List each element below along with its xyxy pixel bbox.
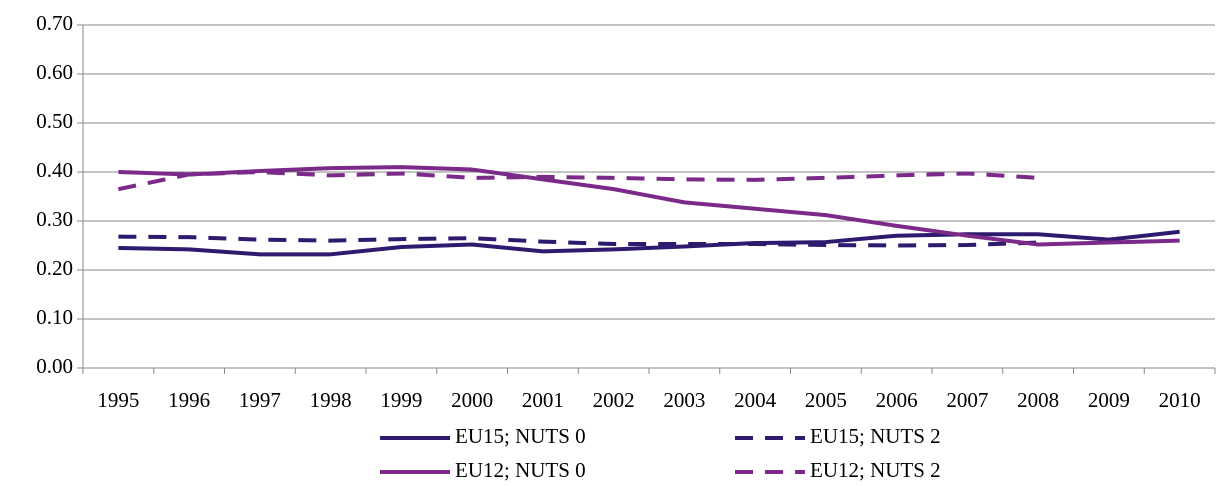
y-tick-label: 0.70	[36, 11, 73, 35]
x-tick-label: 2002	[593, 388, 635, 412]
legend-label: EU15; NUTS 0	[455, 424, 586, 448]
y-tick-label: 0.00	[36, 354, 73, 378]
legend-label: EU15; NUTS 2	[810, 424, 941, 448]
legend-label: EU12; NUTS 2	[810, 458, 941, 482]
x-tick-label: 2009	[1088, 388, 1130, 412]
x-tick-label: 2010	[1159, 388, 1201, 412]
series-line	[118, 234, 1039, 248]
legend-label: EU12; NUTS 0	[455, 458, 586, 482]
x-tick-label: 2006	[876, 388, 918, 412]
x-tick-label: 1995	[97, 388, 139, 412]
series-line	[118, 229, 1180, 257]
y-tick-label: 0.60	[36, 60, 73, 84]
y-tick-label: 0.50	[36, 109, 73, 133]
x-tick-label: 1997	[239, 388, 281, 412]
y-tick-label: 0.40	[36, 158, 73, 182]
y-tick-label: 0.30	[36, 207, 73, 231]
x-tick-label: 2001	[522, 388, 564, 412]
x-tick-label: 2000	[451, 388, 493, 412]
x-tick-label: 2005	[805, 388, 847, 412]
x-tick-label: 1999	[380, 388, 422, 412]
series-line	[118, 165, 1180, 247]
y-tick-label: 0.20	[36, 256, 73, 280]
series-line	[117, 170, 1039, 192]
x-tick-label: 1996	[168, 388, 210, 412]
y-tick-label: 0.10	[36, 305, 73, 329]
x-tick-label: 1998	[310, 388, 352, 412]
x-tick-label: 2004	[734, 388, 777, 412]
x-tick-label: 2007	[946, 388, 988, 412]
x-tick-label: 2008	[1017, 388, 1059, 412]
x-tick-label: 2003	[663, 388, 705, 412]
